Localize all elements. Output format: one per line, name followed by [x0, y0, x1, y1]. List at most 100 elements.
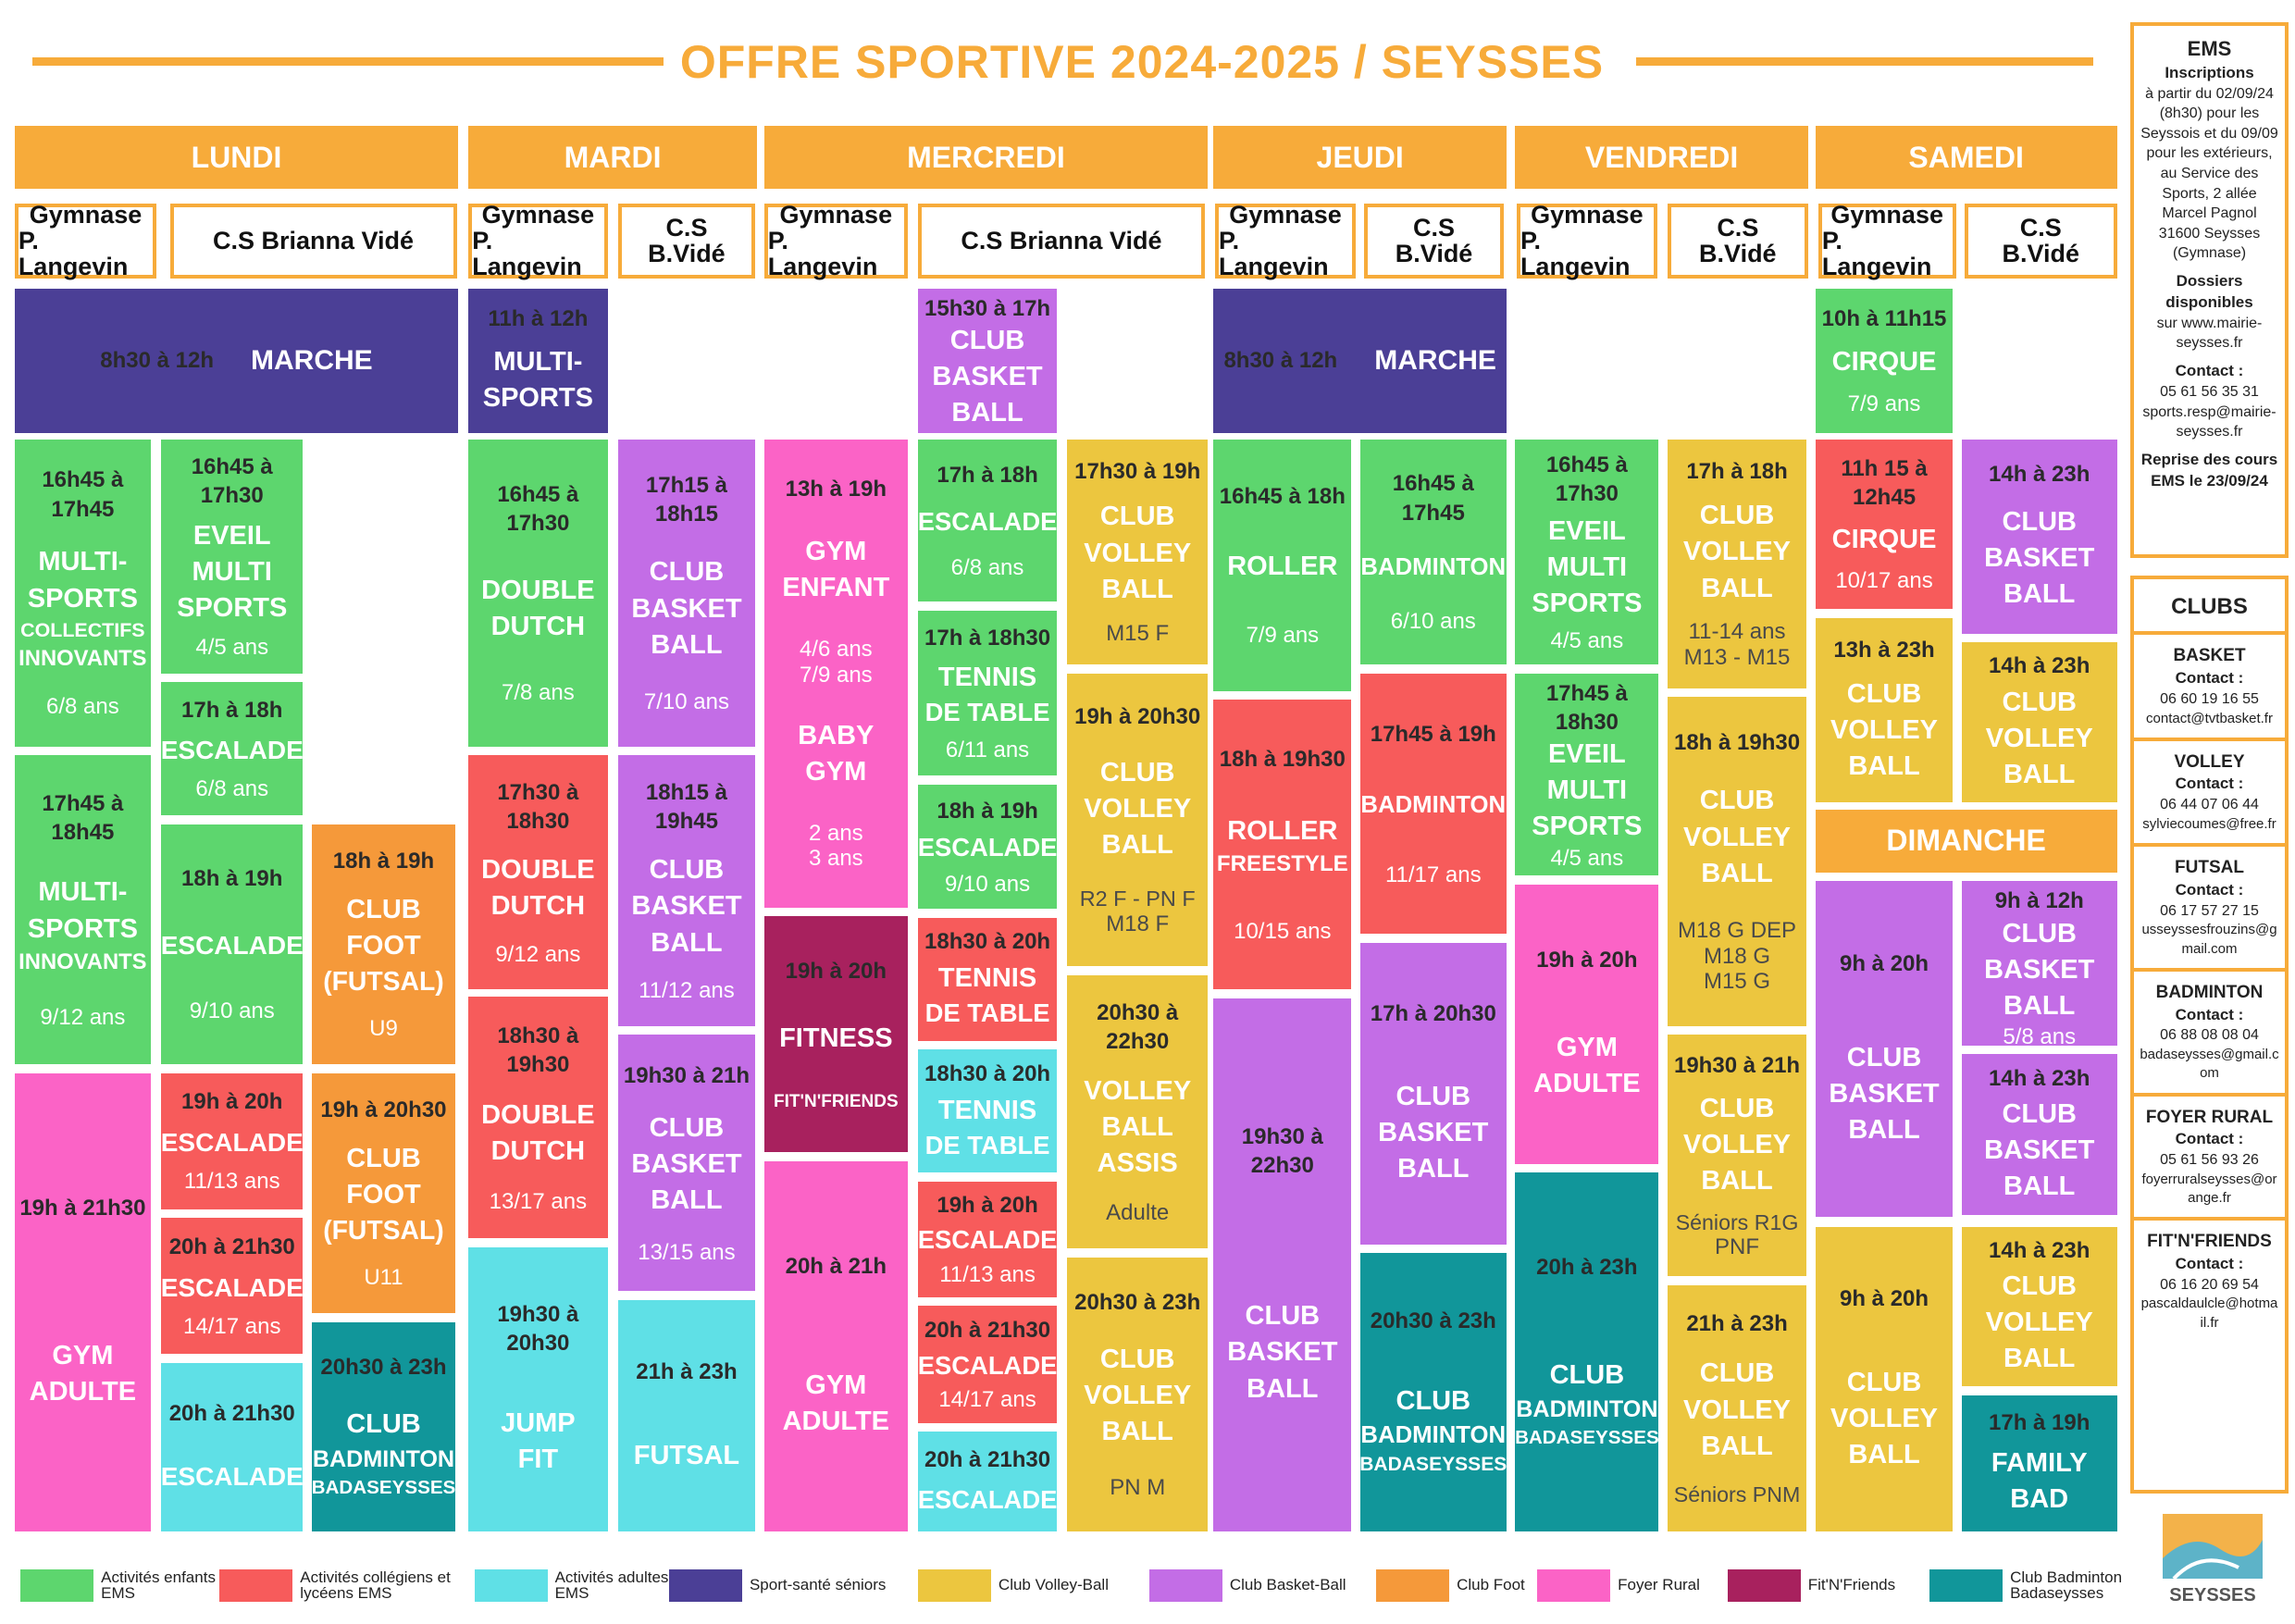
activity-time: 18h à 19h [332, 848, 435, 874]
legend-label: Activités adultes EMS [554, 1568, 669, 1603]
info-line: 10/17 ans [1835, 567, 1933, 593]
club-contact: Contact : [2175, 1254, 2244, 1272]
activity-info: 4/5 ans [195, 635, 268, 661]
legend-swatch [1727, 1568, 1801, 1602]
logo-icon: SEYSSES [2163, 1514, 2263, 1605]
activity-time: 19h à 20h30 [1074, 704, 1201, 730]
title-line: FOOT [346, 931, 421, 961]
activity-info: 2 ans 3 ans [809, 821, 863, 872]
activity-info: 11/13 ans [184, 1169, 280, 1195]
title-line: INNOVANTS [19, 948, 147, 974]
title-line: ESCALADE [161, 1462, 304, 1492]
title-line: CLUB [1396, 1385, 1471, 1416]
activity-time: 20h à 21h30 [168, 1401, 295, 1427]
ems-text: à partir du 02/09/24 (8h30) pour les Sey… [2140, 85, 2278, 262]
title-line: BALL [1101, 574, 1173, 604]
title-line: GYM [1556, 1033, 1618, 1063]
title-line: CLUB [649, 1112, 725, 1143]
activity-title: CLUB VOLLEY BALL [1830, 1365, 1938, 1473]
activity-block: 19h à 20h GYM ADULTE [1515, 884, 1659, 1164]
activity-info: 13/15 ans [638, 1240, 735, 1266]
info-line: 13/15 ans [638, 1239, 736, 1265]
info-line: 6/8 ans [950, 554, 1024, 580]
club-email: foyerruralseysses@orange.fr [2141, 1171, 2277, 1206]
info-line: 7/9 ans [1847, 391, 1921, 416]
legend-swatch [1376, 1568, 1450, 1602]
activity-info: M15 F [1106, 621, 1169, 647]
title-line: GYM [805, 757, 867, 787]
title-line: VOLLEY [1084, 793, 1192, 824]
activity-block: 13h à 19h GYM ENFANT 4/6 ans 7/9 ans BABY GYM 2… [763, 439, 908, 908]
activity-info: U11 [364, 1265, 403, 1291]
title-line: BALL [1848, 1115, 1920, 1146]
venue-header: Gymnase P. Langevin [14, 201, 157, 280]
activity-title: MULTI- SPORTS INNOVANTS [19, 874, 146, 976]
day-header: VENDREDI [1515, 126, 1808, 190]
activity-block: 11h à 12h MULTI- SPORTS [468, 288, 608, 434]
activity-time: 20h30 à 22h30 [1097, 999, 1179, 1054]
activity-block: 18h30 à 19h30 DOUBLE DUTCH 13/17 ans [468, 997, 608, 1239]
activity-block: 11h 15 à 12h45 CIRQUE 10/17 ans [1815, 439, 1954, 610]
activity-time: 18h à 19h [181, 866, 283, 892]
title-line: CLUB [649, 855, 725, 886]
activity-block: 8h30 à 12h MARCHE [14, 288, 459, 434]
title-line: GYM [52, 1340, 114, 1370]
title-line: CLUB [1549, 1359, 1625, 1390]
title-line: (FUTSAL) [323, 1216, 444, 1246]
title-line: BALL [1701, 858, 1773, 888]
title-line: VOLLEY [1830, 714, 1939, 745]
activity-title: CLUB BASKET BALL [932, 323, 1042, 431]
title-line: BALL [1101, 829, 1173, 860]
activity-title: ESCALADE [161, 1271, 303, 1306]
activity-info: PN M [1110, 1475, 1165, 1501]
venue-header: C.S B.Vidé [1965, 203, 2117, 279]
title-line: ROLLER [1227, 551, 1338, 581]
activity-time: 19h30 à 21h [1673, 1053, 1801, 1078]
activity-title: EVEIL MULTI SPORTS [1532, 737, 1642, 845]
activity-title: ESCALADE [918, 831, 1057, 865]
title-line: VOLLEY [1683, 537, 1792, 567]
activity-block: 16h45 à 17h30 EVEIL MULTI SPORTS 4/5 ans [161, 439, 304, 674]
club-phone: 06 17 57 27 15 [2160, 902, 2259, 919]
activity-block: 17h15 à 18h15 CLUB BASKET BALL 7/10 ans [617, 439, 756, 747]
activity-time: 8h30 à 12h [100, 348, 215, 374]
venue-name: P. Langevin [1821, 227, 1932, 281]
logo-shape [2172, 1558, 2239, 1581]
activity-title: MARCHE [1374, 342, 1496, 380]
venue-name: C.S [2019, 213, 2062, 242]
title-line: DUTCH [490, 1136, 586, 1167]
legend-swatch [1148, 1568, 1222, 1602]
activity-title: CLUB VOLLEY BALL [1986, 685, 2093, 793]
title-line: CLUB [2002, 918, 2077, 948]
title-line: JUMP [501, 1408, 576, 1439]
title-line: BASKET [932, 361, 1043, 391]
legend-label: Club Volley-Ball [998, 1576, 1109, 1594]
title-line: BALL [1247, 1373, 1319, 1404]
title-line: EVEIL [1547, 739, 1626, 770]
info-line: 7/9 ans [799, 662, 873, 688]
activity-time: 9h à 20h [1840, 1285, 1929, 1311]
info-line: 11/13 ans [939, 1261, 1036, 1287]
activity-time: 8h30 à 12h [1223, 348, 1338, 374]
title-line: ESCALADE [917, 1225, 1058, 1255]
info-line: 9/10 ans [189, 998, 275, 1023]
info-line: Adulte [1106, 1199, 1170, 1225]
activity-info: 7/9 ans [1246, 623, 1319, 649]
title-line: CLUB [1699, 1093, 1775, 1123]
info-line: Séniors PNM [1673, 1482, 1801, 1507]
venue-name: B.Vidé [1395, 240, 1473, 268]
activity-block: 18h à 19h ESCALADE 9/10 ans [161, 824, 304, 1065]
club-name: FIT'N'FRIENDS [2147, 1232, 2272, 1252]
title-line: GYM [805, 1370, 867, 1400]
activity-title: CIRQUE [1832, 522, 1937, 558]
activity-title: DOUBLE DUTCH [481, 573, 594, 645]
legend-label: Activités collégiens et lycéens EMS [300, 1568, 451, 1603]
info-line: 4/5 ans [1550, 845, 1624, 871]
title-line: BASKET [631, 1149, 742, 1180]
activity-info: 7/8 ans [502, 680, 575, 706]
activity-time: 13h à 19h [785, 477, 887, 502]
activity-block: 17h30 à 18h30 DOUBLE DUTCH 9/12 ans [468, 755, 608, 990]
activity-block: 9h à 20h CLUB BASKET BALL [1815, 881, 1954, 1217]
info-line: 11-14 ans [1688, 619, 1786, 645]
